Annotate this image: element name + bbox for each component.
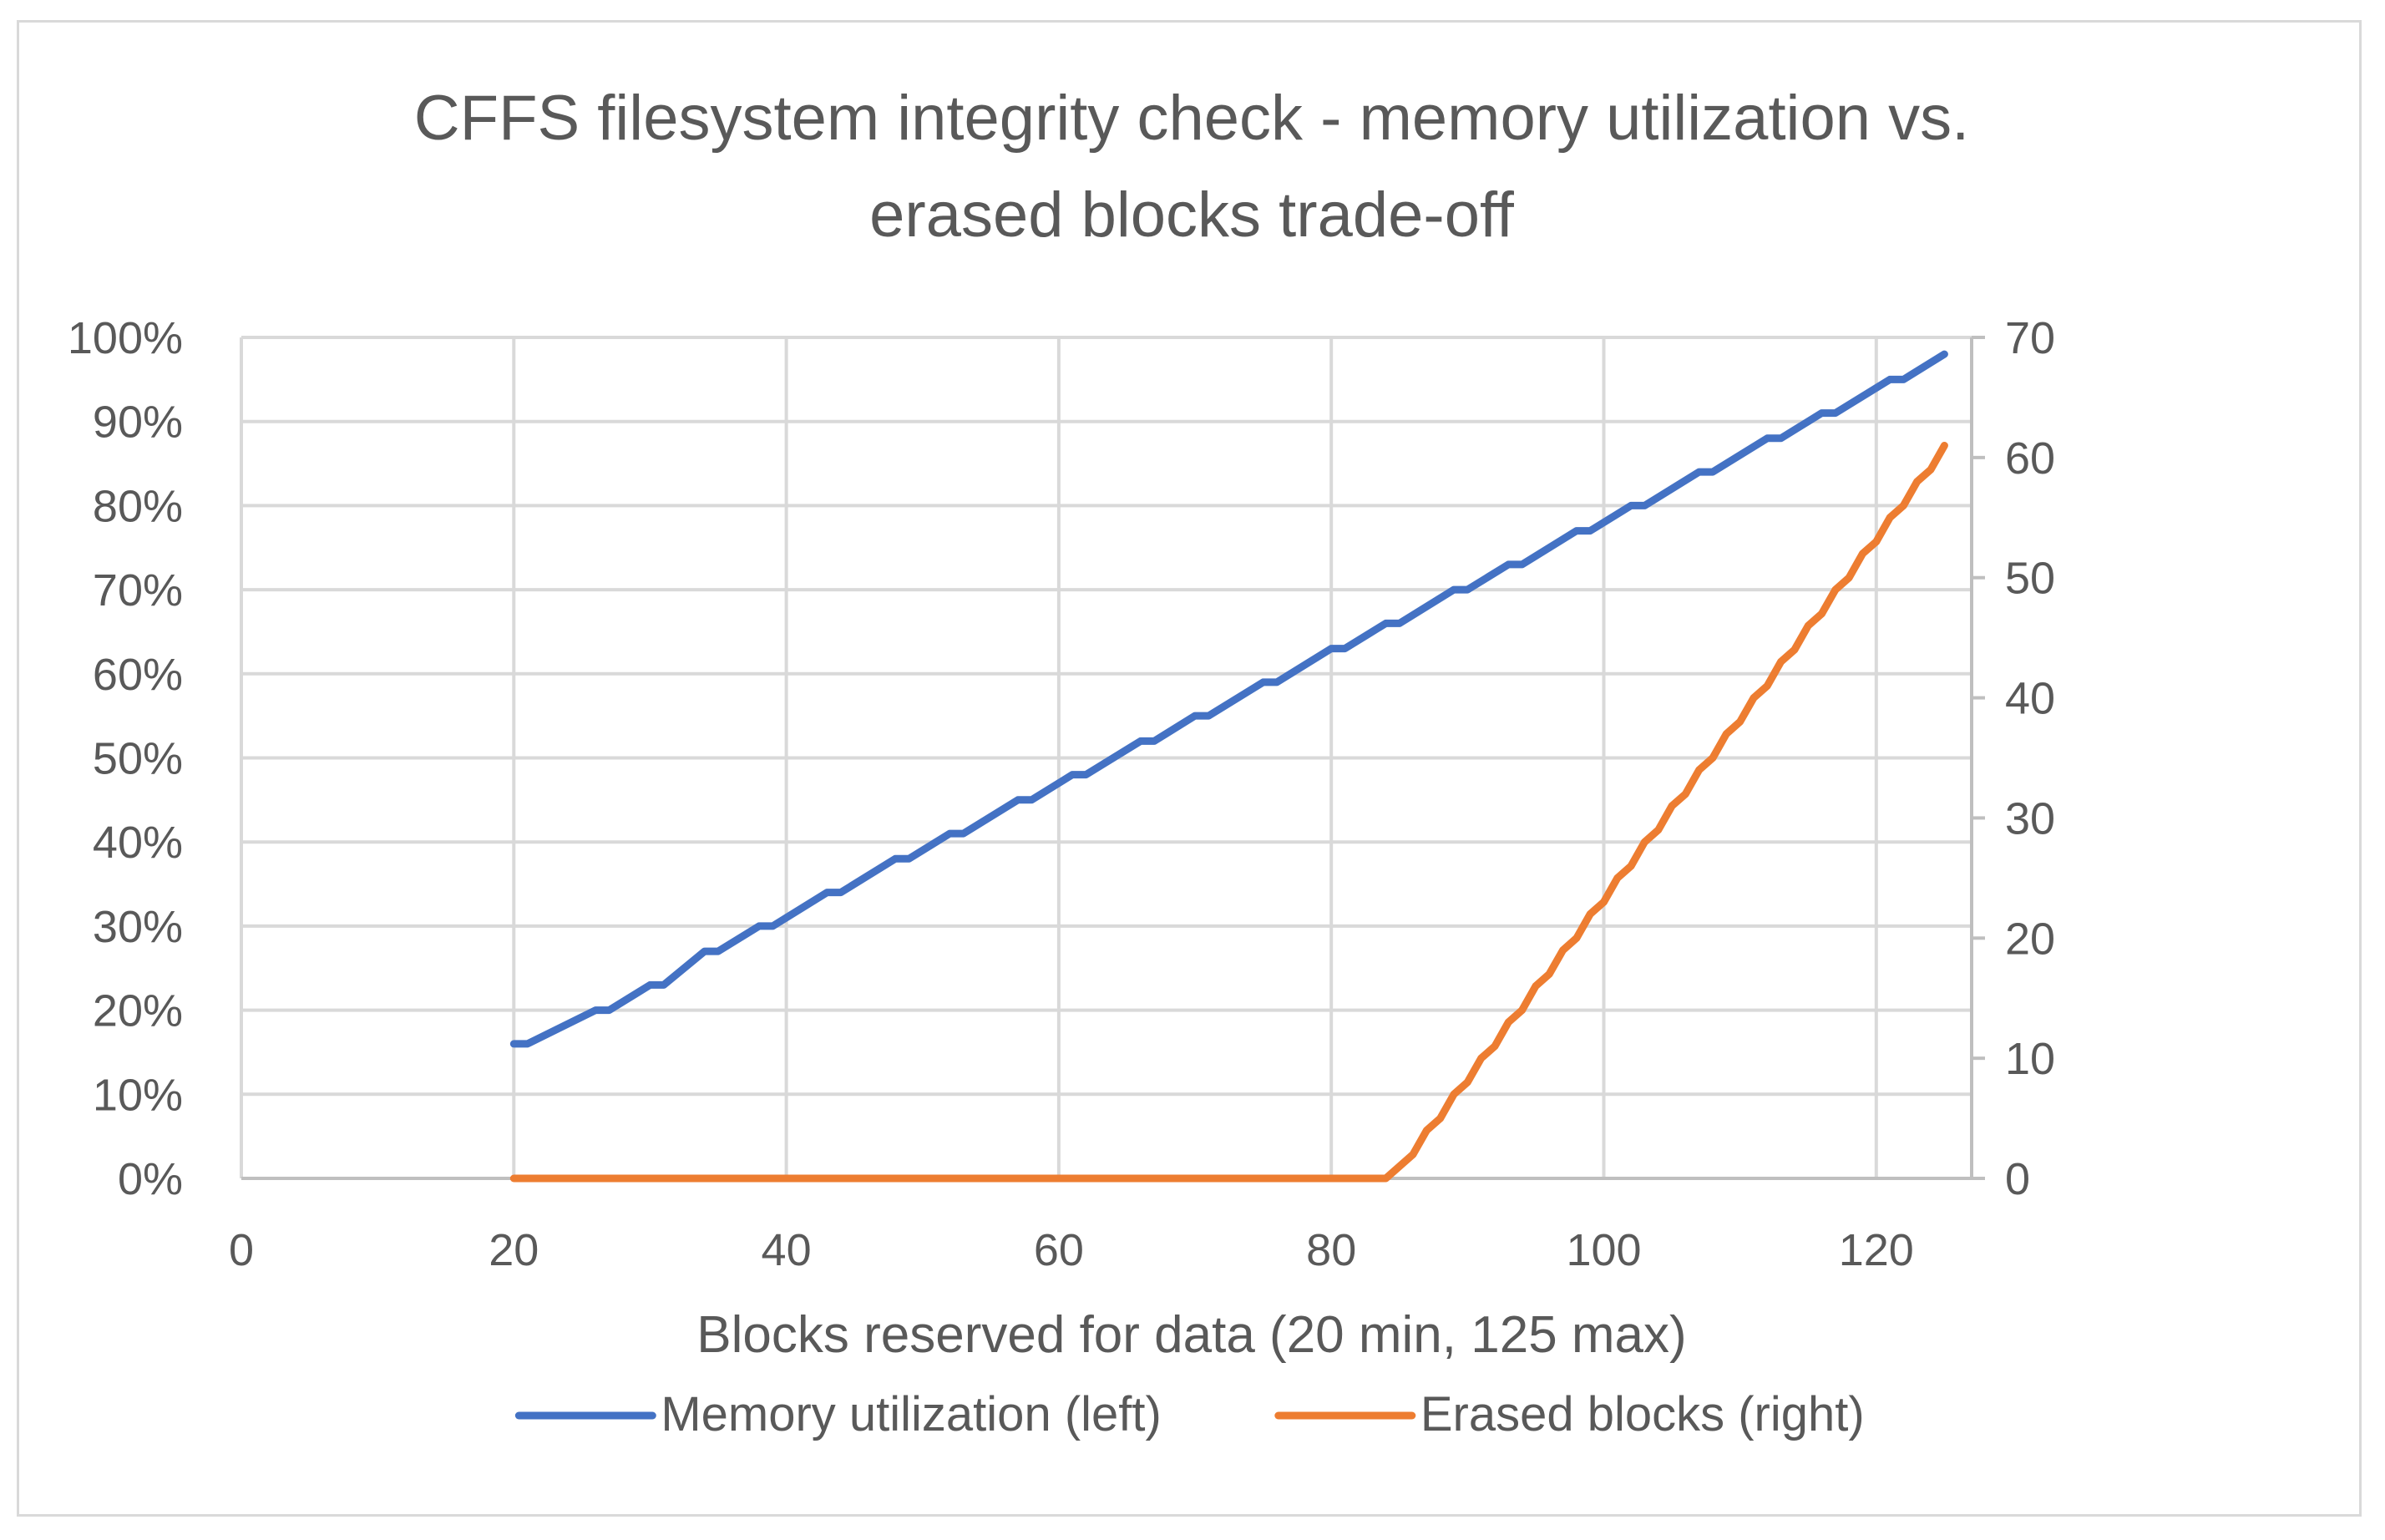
legend-item-memory-utilization[interactable]: Memory utilization (left) — [514, 1387, 1162, 1441]
right-tick-label: 30 — [2005, 793, 2055, 843]
x-tick-label: 20 — [489, 1225, 539, 1275]
left-tick-label: 70% — [93, 565, 183, 615]
right-tick-label: 40 — [2005, 674, 2055, 724]
left-tick-label: 20% — [93, 986, 183, 1036]
series-lines — [509, 350, 1948, 1183]
x-tick-label: 60 — [1034, 1225, 1084, 1275]
right-tick-label: 60 — [2005, 433, 2055, 484]
right-tick-label: 10 — [2005, 1034, 2055, 1084]
legend-label-erased-blocks: Erased blocks (right) — [1420, 1387, 1865, 1441]
chart-frame: CFFS filesystem integrity check - memory… — [17, 20, 2362, 1517]
right-tick-label: 0 — [2005, 1154, 2030, 1204]
x-tick-label: 100 — [1566, 1225, 1641, 1275]
legend-label-memory-utilization: Memory utilization (left) — [661, 1387, 1161, 1441]
left-tick-label: 30% — [93, 902, 183, 952]
x-axis-title: Blocks reserved for data (20 min, 125 ma… — [696, 1306, 1686, 1364]
left-axis-ticks: 0% 10% 20% 30% 40% 50% 60% 70% 80% 90% 100% — [68, 313, 183, 1204]
left-tick-label: 0% — [118, 1154, 183, 1204]
series-line-memory-utilization — [509, 350, 1948, 1048]
series-line-erased-blocks — [509, 442, 1948, 1183]
chart-title: CFFS filesystem integrity check - memory… — [414, 83, 1969, 251]
left-tick-label: 50% — [93, 734, 183, 784]
chart-title-line-1: CFFS filesystem integrity check - memory… — [414, 83, 1969, 154]
right-tick-label: 70 — [2005, 313, 2055, 363]
x-tick-label: 40 — [762, 1225, 812, 1275]
left-tick-label: 80% — [93, 481, 183, 531]
right-tick-label: 20 — [2005, 914, 2055, 964]
x-axis-ticks: 0 20 40 60 80 100 120 — [229, 1225, 1914, 1275]
left-tick-label: 60% — [93, 650, 183, 700]
left-tick-label: 10% — [93, 1070, 183, 1120]
chart-svg: CFFS filesystem integrity check - memory… — [68, 83, 2055, 1441]
x-tick-label: 0 — [229, 1225, 254, 1275]
left-tick-label: 90% — [93, 398, 183, 448]
left-tick-label: 40% — [93, 818, 183, 868]
x-tick-label: 80 — [1306, 1225, 1356, 1275]
x-tick-label: 120 — [1839, 1225, 1914, 1275]
chart-title-line-2: erased blocks trade-off — [869, 180, 1515, 251]
right-axis-ticks: 0 10 20 30 40 50 60 70 — [1972, 313, 2055, 1204]
right-tick-label: 50 — [2005, 554, 2055, 604]
legend: Memory utilization (left) Erased blocks (… — [514, 1387, 1865, 1441]
legend-item-erased-blocks[interactable]: Erased blocks (right) — [1274, 1387, 1865, 1441]
left-tick-label: 100% — [68, 313, 183, 363]
